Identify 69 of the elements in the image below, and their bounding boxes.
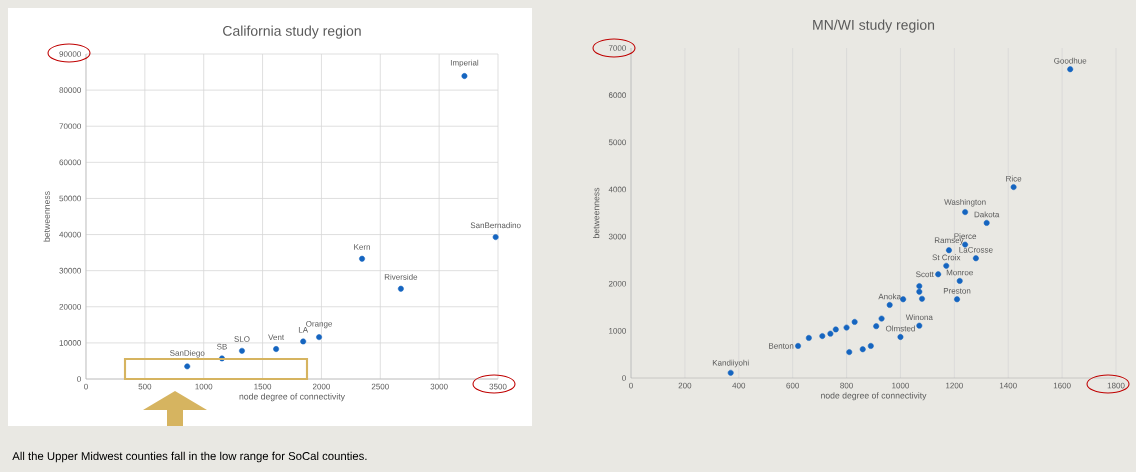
y-tick-label: 2000 (608, 280, 626, 287)
annotation: SanBernadino (470, 222, 521, 229)
y-tick-label: 4000 (608, 186, 626, 193)
y-tick-label: 5000 (608, 139, 626, 146)
annotation: Preston (943, 288, 971, 294)
x-tick-label: 500 (138, 383, 152, 390)
y-tick-label: 10000 (59, 340, 81, 346)
text: All the Upper Midwest counties fall in the low range for SoCal counties. (12, 451, 367, 463)
y-tick-label: 90000 (59, 51, 81, 57)
annotation: Scott (916, 271, 934, 278)
y-tick-label: 1000 (609, 328, 626, 334)
x-tick-label: 1000 (195, 383, 213, 390)
annotation: St Croix (932, 254, 961, 261)
annotation: Imperial (450, 59, 479, 68)
annotation: LaCrosse (959, 247, 993, 253)
annotation: Rice (1006, 175, 1022, 182)
y-tick-label: 7000 (608, 45, 626, 51)
annotation: Vent (268, 334, 285, 341)
annotation: Olmsted (885, 325, 915, 332)
x-tick-label: 800 (840, 382, 853, 389)
y-tick-label: 70000 (59, 123, 81, 130)
x-tick-label: 600 (786, 382, 800, 389)
x-axis-title: node degree of connectivity (239, 393, 345, 402)
x-tick-label: 0 (84, 383, 88, 390)
annotation: Winona (905, 314, 933, 321)
y-tick-label: 50000 (59, 195, 81, 202)
y-tick-label: 80000 (59, 87, 81, 93)
annotation: Anoka (878, 293, 902, 300)
y-tick-label: 40000 (59, 231, 81, 238)
y-axis-title: betweenness (592, 187, 600, 238)
annotation: Kandiiyohi (712, 359, 749, 368)
x-tick-label: 1400 (999, 382, 1017, 389)
y-tick-label: 30000 (59, 267, 81, 274)
x-tick-label: 2000 (312, 383, 331, 390)
chart-title: California study region (223, 25, 361, 39)
x-tick-label: 400 (732, 382, 746, 389)
annotation: SanDiego (170, 349, 205, 358)
y-tick-label: 20000 (59, 303, 81, 310)
annotation: SB (216, 343, 227, 350)
annotation: Orange (306, 320, 333, 329)
y-tick-label: 3000 (608, 233, 626, 240)
x-tick-label: 200 (678, 382, 692, 389)
x-axis-title: node degree of connectivity (821, 392, 927, 401)
annotation: Pierce (954, 233, 977, 239)
annotation: LA (298, 327, 309, 333)
x-tick-label: 1800 (1107, 382, 1125, 389)
x-tick-label: 3000 (430, 383, 448, 390)
x-tick-label: 1500 (254, 383, 272, 390)
x-tick-label: 1000 (892, 382, 910, 389)
y-tick-label: 0 (77, 376, 81, 382)
y-tick-label: 0 (622, 375, 626, 381)
annotation: Dakota (974, 211, 1000, 218)
x-tick-label: 0 (629, 382, 633, 389)
annotation: Monroe (946, 269, 973, 276)
y-tick-label: 6000 (608, 92, 626, 98)
x-tick-label: 2500 (371, 383, 389, 390)
chart-title: MN/WI study region (813, 19, 935, 33)
y-axis-title: betweenness (43, 191, 50, 242)
annotation: SLO (234, 336, 250, 342)
annotation: Kern (354, 244, 370, 250)
y-tick-label: 60000 (59, 159, 81, 166)
x-tick-label: 1600 (1053, 382, 1071, 389)
x-tick-label: 3500 (489, 383, 507, 390)
annotation: Riverside (384, 273, 418, 280)
x-tick-label: 1200 (946, 382, 963, 389)
annotation: Benton (769, 343, 794, 349)
annotation: Washington (944, 198, 986, 207)
annotation: Goodhue (1054, 57, 1087, 64)
annotation: Ramsey (934, 237, 964, 245)
